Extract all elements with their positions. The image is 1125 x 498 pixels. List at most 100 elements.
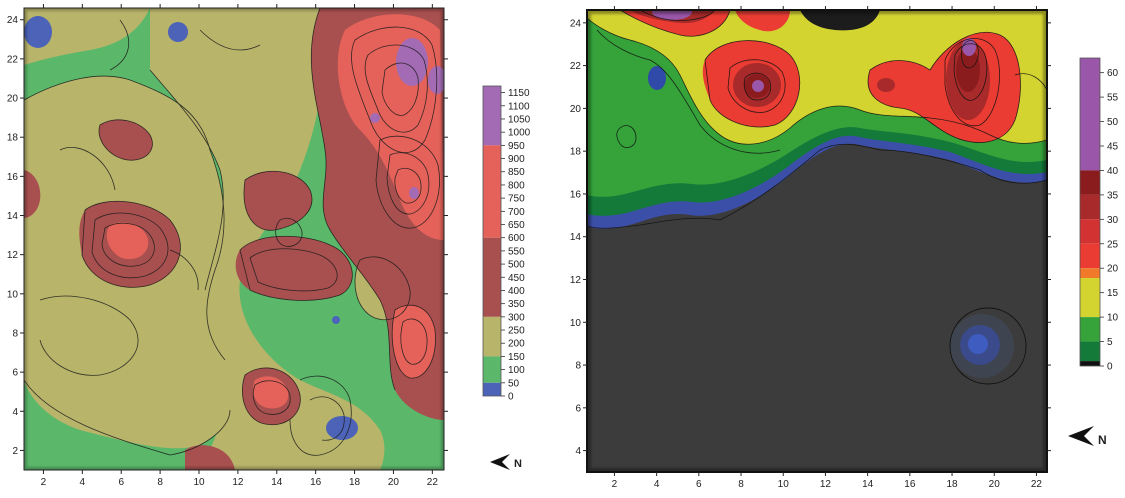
left-x-axis: 2 4 6 8 10 12 14 16 18 20 22 (41, 4, 439, 488)
left-x-tick-label: 4 (80, 477, 86, 488)
right-legend-band (1080, 268, 1100, 278)
right-y-tick-label: 22 (570, 61, 582, 72)
left-x-tick-label: 10 (193, 477, 205, 488)
right-legend-frame (1079, 57, 1101, 367)
left-y-tick-label: 10 (7, 289, 19, 300)
left-legend-label: 900 (508, 154, 525, 165)
right-north-arrow: N (1068, 426, 1107, 447)
right-y-tick-label: 18 (570, 147, 582, 158)
right-x-tick-label: 20 (989, 479, 1001, 490)
left-y-tick-label: 16 (7, 172, 19, 183)
left-x-tick-label: 8 (157, 477, 163, 488)
left-legend-band (483, 382, 501, 396)
left-legend-label: 500 (508, 260, 525, 271)
left-legend-band (483, 316, 501, 357)
right-y-tick-label: 4 (575, 446, 581, 457)
right-legend-label: 60 (1107, 68, 1119, 79)
left-legend-label: 1100 (508, 101, 530, 112)
right-y-tick-label: 14 (570, 232, 582, 243)
right-x-tick-label: 2 (612, 479, 618, 490)
left-legend-label: 600 (508, 233, 525, 244)
left-legend-label: 750 (508, 194, 525, 205)
right-dark-low (949, 307, 1027, 385)
right-legend-label: 50 (1107, 117, 1119, 128)
right-legend-label: 25 (1107, 239, 1119, 250)
right-map-plot-area (587, 10, 1047, 472)
right-x-tick-label: 18 (946, 479, 958, 490)
left-x-tick-label: 22 (427, 477, 439, 488)
right-x-tick-label: 12 (820, 479, 832, 490)
left-map-plot-area (24, 8, 444, 470)
left-legend-label: 850 (508, 167, 525, 178)
right-legend-label: 5 (1107, 337, 1113, 348)
left-legend-label: 950 (508, 141, 525, 152)
left-y-tick-label: 2 (12, 446, 18, 457)
right-legend-band (1080, 219, 1100, 244)
left-x-tick-label: 2 (41, 477, 47, 488)
right-blue-spot (648, 66, 666, 90)
left-legend-band (483, 356, 501, 383)
left-purple-peaks (370, 38, 444, 199)
left-north-arrow: N (490, 454, 522, 470)
left-legend-label: 250 (508, 326, 525, 337)
right-x-axis: 2 4 6 8 10 12 14 16 18 20 22 (612, 6, 1043, 490)
right-y-tick-label: 20 (570, 104, 582, 115)
left-x-tick-label: 14 (271, 477, 283, 488)
left-y-tick-label: 20 (7, 94, 19, 105)
right-legend-label: 15 (1107, 288, 1119, 299)
left-legend-label: 400 (508, 286, 525, 297)
right-x-tick-label: 14 (862, 479, 874, 490)
left-x-tick-label: 6 (118, 477, 124, 488)
right-x-tick-label: 4 (654, 479, 660, 490)
north-arrow-label: N (1098, 433, 1107, 447)
left-y-tick-label: 8 (12, 328, 18, 339)
left-legend-label: 150 (508, 352, 525, 363)
left-legend-label: 700 (508, 207, 525, 218)
right-y-tick-label: 16 (570, 189, 582, 200)
left-legend-label: 50 (508, 378, 520, 389)
left-legend-label: 800 (508, 180, 525, 191)
right-x-tick-label: 22 (1031, 479, 1043, 490)
left-legend-band (483, 237, 501, 317)
left-legend-label: 300 (508, 312, 525, 323)
left-x-tick-label: 18 (349, 477, 361, 488)
right-legend-label: 10 (1107, 313, 1119, 324)
right-x-tick-label: 10 (778, 479, 790, 490)
left-legend-band (483, 145, 501, 238)
left-x-tick-label: 12 (232, 477, 244, 488)
right-legend-band (1080, 58, 1100, 171)
north-arrow-icon (490, 454, 510, 470)
right-x-tick-label: 8 (738, 479, 744, 490)
right-top-dark-strip (800, 10, 880, 31)
left-map-frame (23, 7, 445, 471)
left-contour-lines (24, 8, 440, 456)
left-color-legend: 1150110010501000950900850800750700650600… (482, 85, 531, 403)
right-y-axis: 4 6 8 10 12 14 16 18 20 22 24 (570, 18, 1051, 457)
right-x-tick-label: 16 (904, 479, 916, 490)
right-y-tick-label: 24 (570, 18, 582, 29)
left-legend-label: 200 (508, 339, 525, 350)
right-y-tick-label: 6 (575, 403, 581, 414)
right-x-tick-label: 6 (696, 479, 702, 490)
left-y-tick-label: 24 (7, 15, 19, 26)
right-legend-label: 30 (1107, 215, 1119, 226)
right-legend-label: 20 (1107, 264, 1119, 275)
right-legend-band (1080, 170, 1100, 195)
left-legend-label: 1150 (508, 88, 530, 99)
left-y-tick-label: 18 (7, 133, 19, 144)
north-arrow-icon (1068, 426, 1094, 446)
left-legend-label: 350 (508, 299, 525, 310)
right-legend-label: 45 (1107, 142, 1119, 153)
right-legend-label: 40 (1107, 166, 1119, 177)
right-y-tick-label: 10 (570, 318, 582, 329)
right-legend-label: 55 (1107, 93, 1119, 104)
right-legend-band (1080, 278, 1100, 318)
left-blue-spots (24, 16, 358, 440)
left-x-tick-label: 16 (310, 477, 322, 488)
left-legend-label: 450 (508, 273, 525, 284)
